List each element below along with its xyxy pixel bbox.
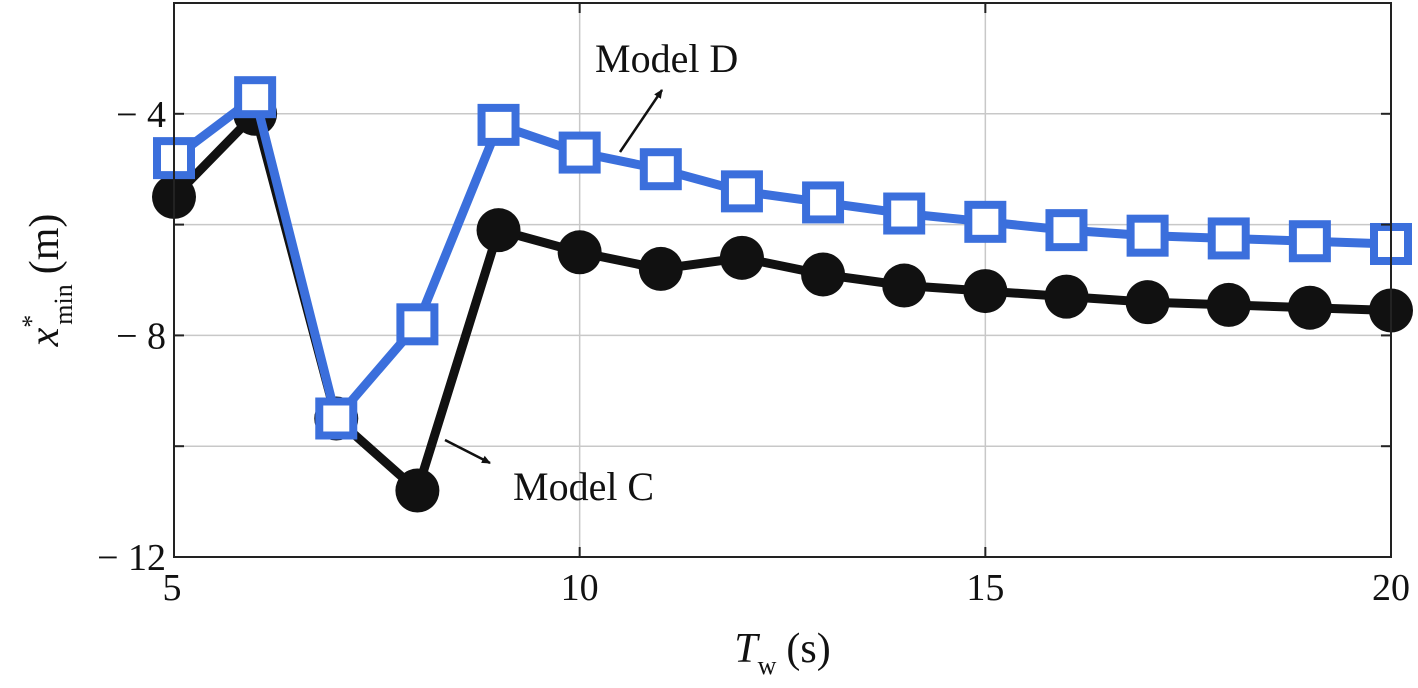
x-tick-label: 10	[561, 567, 599, 609]
x-tick-labels: 5 10 15 20	[163, 567, 1411, 609]
y-tick-label: − 4	[116, 94, 166, 136]
data-point	[802, 181, 845, 224]
data-point	[882, 263, 927, 308]
annotation-model-d: Model D	[595, 36, 738, 153]
data-point	[234, 76, 277, 119]
plot-frame	[173, 2, 1392, 558]
data-point	[1125, 280, 1170, 325]
data-point	[557, 230, 602, 275]
data-point	[1206, 282, 1251, 327]
data-point	[315, 397, 358, 440]
data-point	[1045, 209, 1088, 252]
annotation-arrow	[618, 89, 664, 153]
y-tick-label: − 12	[97, 537, 166, 579]
data-point	[1207, 217, 1250, 260]
data-point	[883, 192, 926, 235]
annotation-model-c: Model C	[444, 438, 654, 509]
data-point	[1287, 285, 1332, 330]
data-point	[963, 269, 1008, 314]
series-line	[170, 104, 1392, 499]
data-point	[396, 303, 439, 346]
data-point	[1044, 274, 1089, 319]
annotation-arrow	[444, 438, 491, 465]
data-point	[720, 170, 763, 213]
data-point	[964, 200, 1007, 243]
x-axis-label: Tw (s)	[734, 626, 830, 680]
data-point	[558, 131, 601, 174]
annotation-label: Model D	[595, 36, 738, 81]
series-model-d	[153, 76, 1412, 440]
grid	[174, 3, 1391, 557]
x-tick-label: 15	[966, 567, 1004, 609]
data-point	[477, 103, 520, 146]
y-axis-label: x* min(m)	[17, 214, 78, 348]
data-point	[1126, 214, 1169, 257]
series-layer	[152, 76, 1413, 513]
data-point	[638, 246, 683, 291]
data-point	[395, 468, 440, 513]
data-point	[801, 252, 846, 297]
x-tick-label: 5	[163, 567, 182, 609]
data-point	[1288, 220, 1331, 263]
data-point	[476, 208, 521, 253]
data-point	[719, 235, 764, 280]
y-tick-labels: − 12 − 8 − 4	[97, 94, 166, 579]
annotation-label: Model C	[513, 464, 654, 509]
axis-ticks	[173, 3, 1392, 558]
y-tick-label: − 8	[116, 315, 166, 357]
data-point	[639, 148, 682, 191]
series-line	[171, 89, 1392, 428]
annotations: Model D Model C	[444, 36, 738, 509]
series-model-c	[152, 91, 1413, 513]
x-tick-label: 20	[1372, 567, 1410, 609]
